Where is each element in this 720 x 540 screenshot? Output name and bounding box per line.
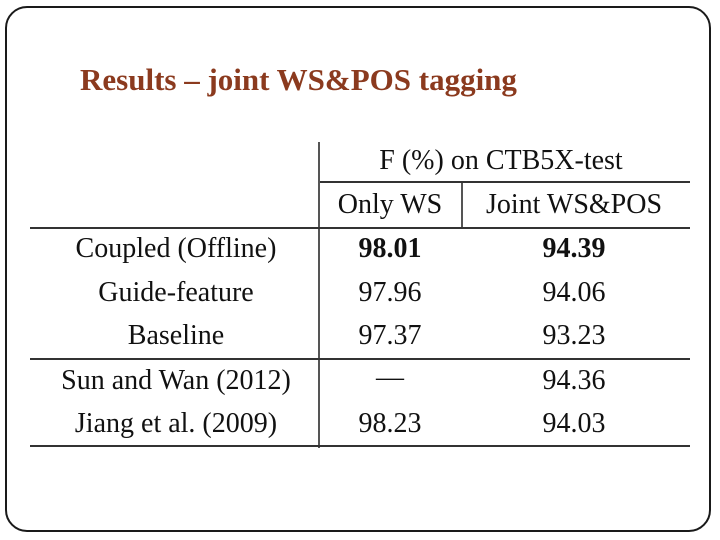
column-header-only-ws: Only WS <box>337 189 443 220</box>
results-table: F (%) on CTB5X-test Only WS Joint WS&POS… <box>30 138 690 448</box>
row-method: Guide-feature <box>98 277 254 308</box>
row-method: Baseline <box>127 320 225 351</box>
row-method: Sun and Wan (2012) <box>61 365 291 396</box>
table-bottom-rule <box>30 445 690 447</box>
column-header-joint: Joint WS&POS <box>485 189 663 220</box>
slide-frame <box>5 6 711 532</box>
row-only-ws-value: 97.96 <box>358 277 422 308</box>
row-method: Coupled (Offline) <box>75 233 277 264</box>
row-joint-value: 94.03 <box>542 408 606 439</box>
slide-title: Results – joint WS&POS tagging <box>80 62 517 97</box>
row-only-ws-value: 98.23 <box>358 408 422 439</box>
header-bottom-rule <box>30 227 690 229</box>
row-method: Jiang et al. (2009) <box>74 408 278 439</box>
row-joint-value: 94.39 <box>542 233 606 264</box>
row-only-ws-value: — <box>376 362 404 393</box>
group-separator-rule <box>30 358 690 360</box>
row-joint-value: 93.23 <box>542 320 606 351</box>
method-column-divider <box>318 142 320 448</box>
row-joint-value: 94.06 <box>542 277 606 308</box>
group-header: F (%) on CTB5X-test <box>379 145 623 176</box>
group-header-rule <box>320 181 690 183</box>
row-joint-value: 94.36 <box>542 365 606 396</box>
only-ws-column-divider <box>461 182 463 228</box>
row-only-ws-value: 98.01 <box>358 233 422 264</box>
row-only-ws-value: 97.37 <box>358 320 422 351</box>
